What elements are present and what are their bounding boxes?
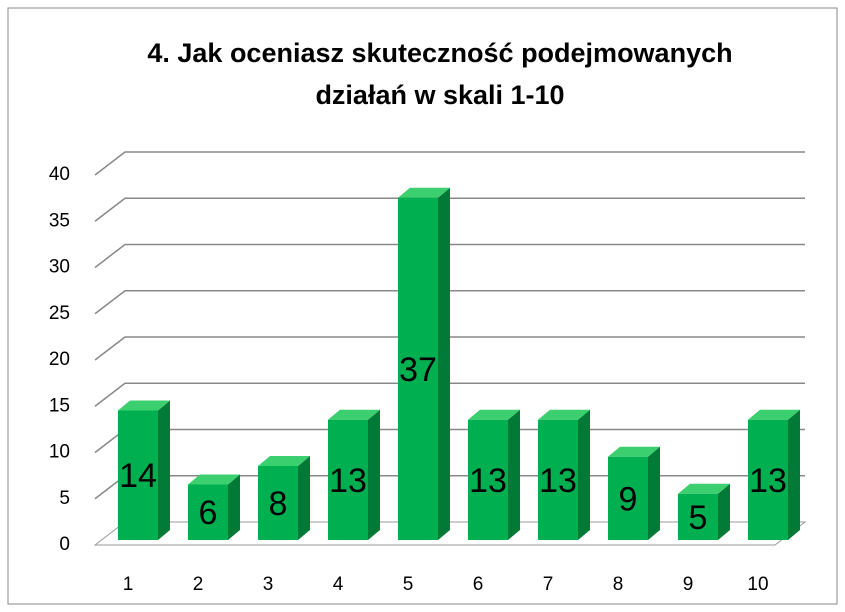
bar — [258, 466, 298, 540]
grid-line — [94, 290, 805, 315]
bar-side — [578, 409, 590, 540]
x-tick-label: 8 — [613, 574, 624, 595]
x-tick-label: 5 — [403, 574, 414, 595]
bar — [468, 419, 508, 540]
x-tick-label: 4 — [333, 574, 344, 595]
y-tick-label: 5 — [59, 488, 70, 509]
value-label: 5 — [689, 499, 708, 537]
bar-top — [188, 474, 240, 485]
grid-line — [94, 243, 805, 269]
bar-top — [538, 409, 590, 420]
bar — [188, 484, 228, 540]
y-tick-label: 10 — [49, 442, 70, 463]
value-label: 13 — [749, 462, 787, 500]
bar-top — [608, 446, 660, 457]
bar-top — [328, 409, 380, 420]
bar-side — [508, 409, 520, 540]
value-label: 9 — [619, 480, 638, 518]
grid-line — [94, 197, 805, 222]
bar-top — [258, 456, 310, 466]
bar — [748, 419, 788, 540]
y-tick-label: 0 — [59, 534, 70, 555]
x-tick-label: 6 — [473, 574, 484, 595]
x-tick-label: 7 — [543, 574, 554, 595]
value-label: 37 — [399, 351, 437, 389]
y-tick-label: 35 — [49, 210, 70, 231]
grid-line — [94, 151, 805, 176]
bar-top — [748, 409, 800, 420]
value-label: 13 — [469, 462, 507, 500]
y-tick-label: 15 — [49, 395, 70, 416]
bar — [328, 419, 368, 540]
bar — [118, 410, 158, 540]
value-label: 6 — [199, 494, 218, 532]
grid-line — [94, 382, 805, 407]
bar — [608, 456, 648, 540]
bar-side — [228, 474, 240, 540]
bar-side — [298, 456, 310, 540]
y-tick-label: 40 — [49, 164, 70, 185]
bar-side — [438, 187, 450, 540]
bar-side — [718, 483, 730, 540]
bar-top — [678, 483, 730, 494]
x-tick-label: 3 — [263, 574, 274, 595]
x-tick-label: 1 — [123, 574, 134, 595]
value-label: 14 — [119, 457, 157, 495]
chart-title: 4. Jak oceniasz skuteczność podejmowanyc… — [147, 38, 733, 110]
y-tick-label: 25 — [49, 303, 70, 324]
bar-side — [158, 400, 170, 540]
value-label: 8 — [269, 485, 288, 523]
grid-line — [94, 336, 805, 361]
bar — [678, 493, 718, 540]
bar — [538, 419, 578, 540]
bar-top — [468, 409, 520, 420]
x-tick-label: 2 — [193, 574, 204, 595]
bar — [398, 197, 438, 540]
bar-side — [368, 409, 380, 540]
value-label: 13 — [329, 462, 367, 500]
bar-top — [398, 187, 450, 198]
value-label: 13 — [539, 462, 577, 500]
x-tick-label: 9 — [683, 574, 694, 595]
y-tick-label: 20 — [49, 349, 70, 370]
y-tick-label: 30 — [49, 257, 70, 278]
bar-top — [118, 400, 170, 411]
bar-side — [648, 446, 660, 540]
bar-side — [788, 409, 800, 540]
x-tick-label: 10 — [747, 574, 768, 595]
